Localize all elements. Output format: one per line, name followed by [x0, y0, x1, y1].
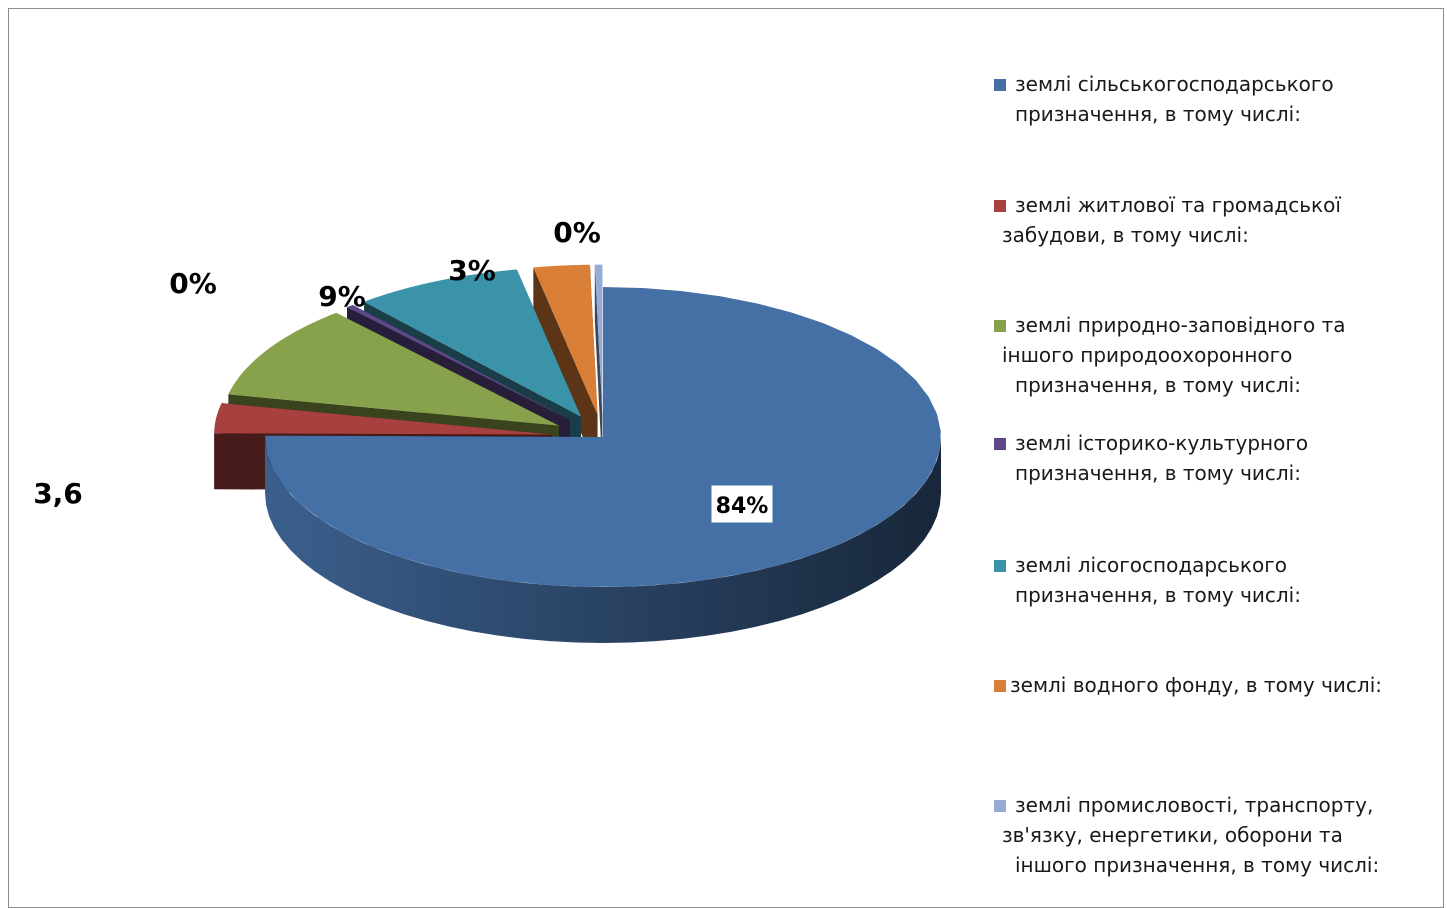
legend-label: землі сільськогосподарського — [1015, 72, 1334, 96]
legend-swatch — [994, 200, 1006, 212]
pie-slice-top — [228, 312, 559, 426]
legend-label: землі природно-заповідного та — [1015, 313, 1346, 337]
legend-label: призначення, в тому числі: — [1015, 461, 1301, 485]
legend-swatch — [994, 800, 1006, 812]
legend-label: призначення, в тому числі: — [1015, 102, 1301, 126]
legend-swatch — [994, 680, 1006, 692]
data-label: 3% — [448, 254, 496, 287]
data-label: 9% — [318, 280, 366, 313]
legend-swatch — [994, 320, 1006, 332]
legend-label: землі житлової та громадської — [1015, 193, 1341, 217]
legend-item: землі сільськогосподарського призначення… — [994, 69, 1334, 129]
pie-slice-top — [346, 304, 570, 420]
data-label: 0% — [553, 216, 601, 249]
pie-slice-side — [265, 437, 941, 643]
legend-label: призначення, в тому числі: — [1015, 583, 1301, 607]
pie-slice-wall — [533, 267, 598, 471]
legend-label: іншого природоохоронного — [1002, 343, 1293, 367]
pie-slice — [533, 264, 598, 471]
legend-label: забудови, в тому числі: — [1002, 223, 1249, 247]
pie-slice-top — [214, 403, 553, 435]
pie-slice-top — [533, 264, 598, 415]
legend-label: землі історико-культурного — [1015, 431, 1309, 455]
data-label: 84% — [716, 494, 769, 519]
data-label: 3,6 — [33, 477, 83, 510]
legend-item: землі лісогосподарського призначення, в … — [994, 550, 1301, 610]
legend-label: призначення, в тому числі: — [1015, 373, 1301, 397]
legend-swatch — [994, 560, 1006, 572]
pie-slice — [594, 264, 603, 471]
legend-item: землі водного фонду, в тому числі: — [994, 670, 1382, 700]
legend-label: землі лісогосподарського — [1015, 553, 1287, 577]
data-label-box — [708, 482, 776, 526]
legend-label: зв'язку, енергетики, оборони та — [1002, 823, 1343, 847]
pie-slice-top — [594, 264, 603, 415]
legend-label: землі водного фонду, в тому числі: — [1010, 673, 1382, 697]
pie-slice-top — [364, 269, 582, 417]
data-label: 0% — [169, 267, 217, 300]
legend-label: землі промисловості, транспорту, — [1015, 793, 1374, 817]
legend-item: землі історико-культурного призначення, … — [994, 428, 1308, 488]
legend-swatch — [994, 79, 1006, 91]
pie-slice-wall — [594, 264, 603, 471]
legend-item: землі житлової та громадської забудови, … — [994, 190, 1341, 250]
legend-item: землі природно-заповідного та іншого при… — [994, 310, 1345, 400]
legend-swatch — [994, 438, 1006, 450]
legend-label: іншого призначення, в тому числі: — [1015, 853, 1380, 877]
legend-item: землі промисловості, транспорту, зв'язку… — [994, 790, 1379, 880]
